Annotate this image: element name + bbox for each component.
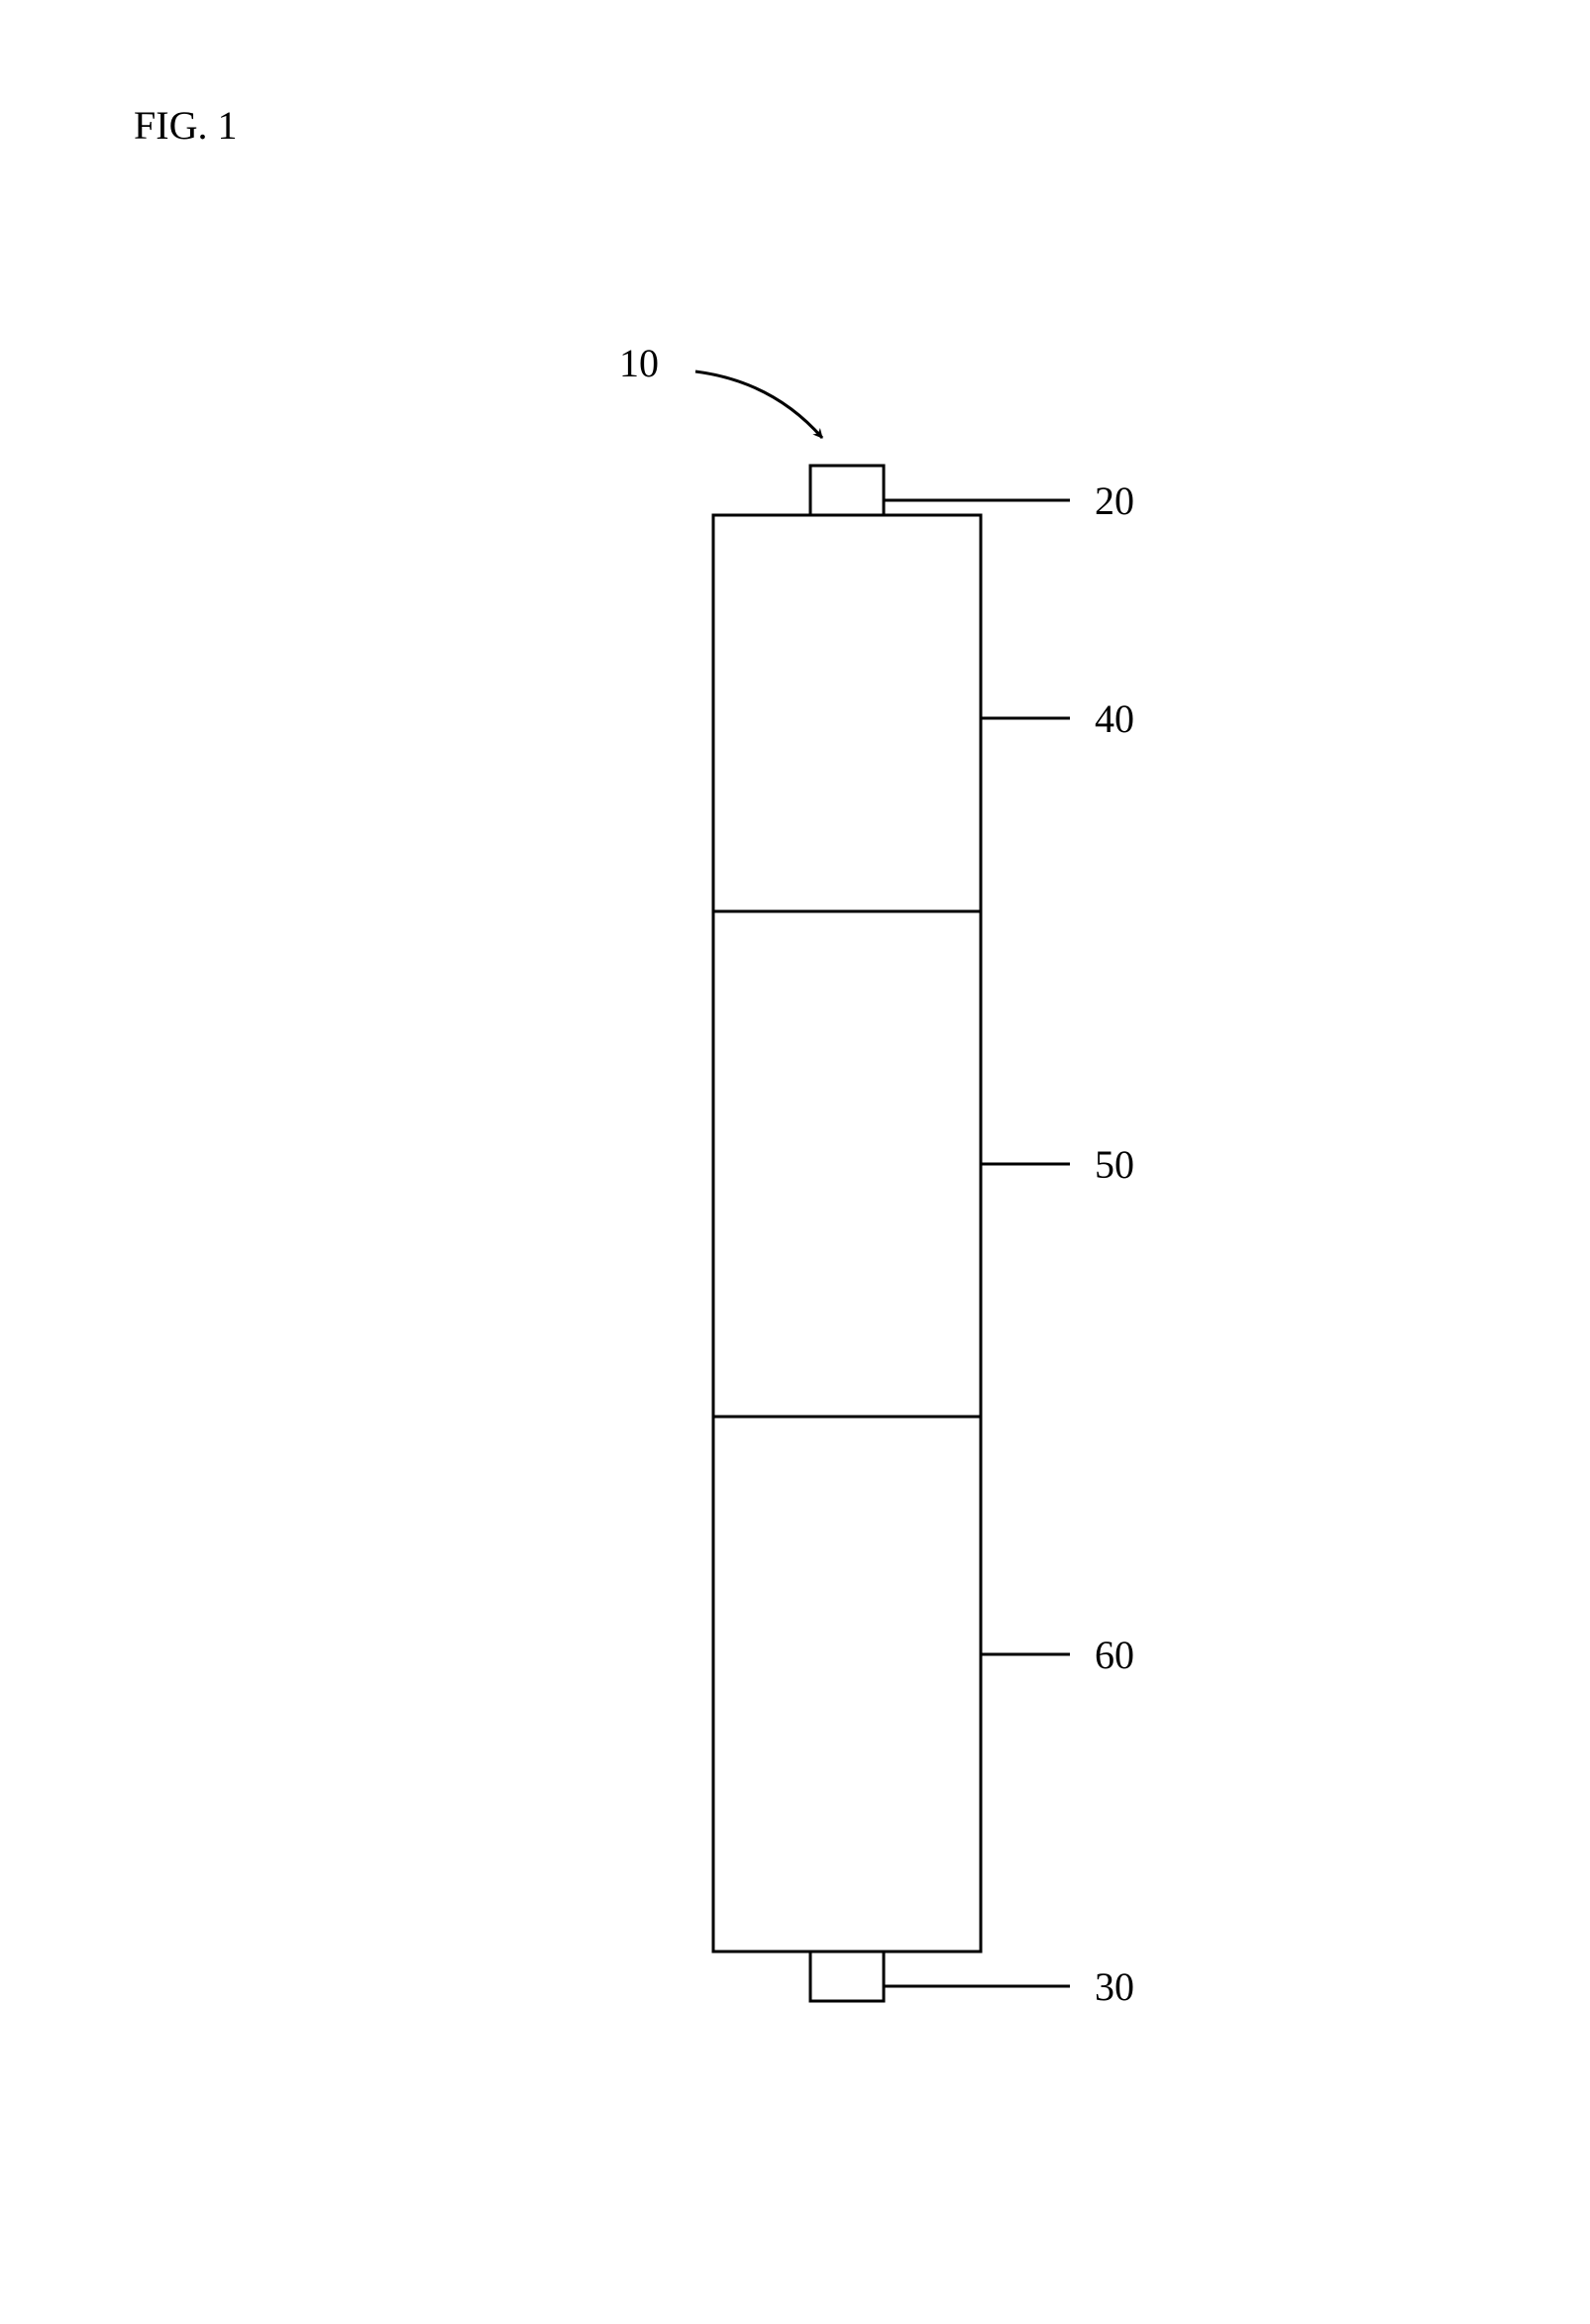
ref-10-label: 10 xyxy=(619,341,659,385)
ref-50-label: 50 xyxy=(1095,1142,1134,1187)
ref-40-label: 40 xyxy=(1095,696,1134,741)
ref-10-arrow xyxy=(695,371,822,438)
ref-60-label: 60 xyxy=(1095,1633,1134,1677)
figure-title: FIG. 1 xyxy=(134,103,237,148)
column-body xyxy=(713,515,981,1952)
ref-20-label: 20 xyxy=(1095,478,1134,523)
ref-30-label: 30 xyxy=(1095,1964,1134,2009)
top-port xyxy=(810,466,884,515)
bottom-port xyxy=(810,1952,884,2001)
